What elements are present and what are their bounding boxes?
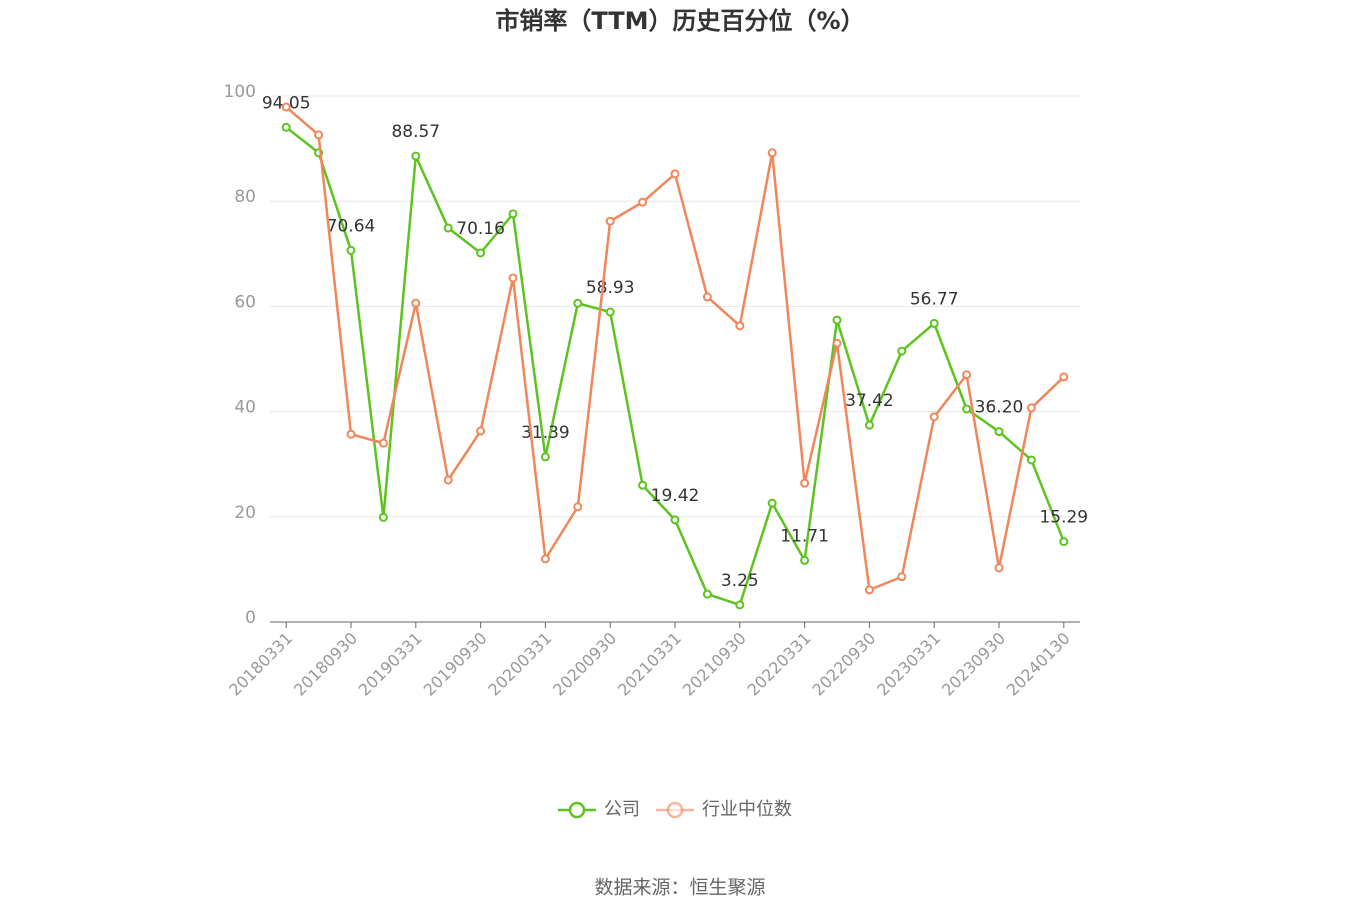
- data-label: 70.16: [456, 219, 505, 239]
- point: [994, 563, 1004, 573]
- data-label: 56.77: [910, 289, 959, 309]
- chart-title: 市销率（TTM）历史百分位（%）: [495, 7, 864, 35]
- y-tick-label: 80: [234, 187, 256, 207]
- x-tick-label: 20190930: [420, 629, 491, 700]
- point: [281, 122, 291, 132]
- point: [897, 346, 907, 356]
- data-label: 3.25: [721, 571, 759, 591]
- y-tick-label: 20: [234, 503, 256, 523]
- point: [281, 102, 291, 112]
- data-label: 36.20: [975, 398, 1024, 418]
- y-tick-label: 40: [234, 398, 256, 418]
- point: [573, 298, 583, 308]
- point: [540, 452, 550, 462]
- legend-label: 公司: [604, 799, 640, 820]
- point: [864, 585, 874, 595]
- x-tick-label: 20230930: [938, 629, 1009, 700]
- point: [929, 412, 939, 422]
- data-label: 19.42: [651, 486, 700, 506]
- point: [832, 338, 842, 348]
- x-tick-label: 20210930: [679, 629, 750, 700]
- point: [929, 318, 939, 328]
- x-tick-label: 20240130: [1003, 629, 1074, 700]
- point: [1059, 372, 1069, 382]
- legend-label: 行业中位数: [702, 799, 792, 820]
- point: [540, 554, 550, 564]
- point: [800, 555, 810, 565]
- point: [670, 515, 680, 525]
- point: [767, 498, 777, 508]
- y-tick-label: 100: [224, 82, 256, 102]
- point: [670, 169, 680, 179]
- data-label: 58.93: [586, 278, 635, 298]
- point: [638, 480, 648, 490]
- data-label: 31.39: [521, 423, 570, 443]
- point: [962, 370, 972, 380]
- point: [962, 404, 972, 414]
- point: [735, 600, 745, 610]
- x-tick-label: 20180930: [290, 629, 361, 700]
- x-tick-label: 20220331: [744, 629, 815, 700]
- point: [508, 273, 518, 283]
- x-tick-label: 20190331: [355, 629, 426, 700]
- point: [443, 223, 453, 233]
- y-tick-label: 60: [234, 292, 256, 312]
- point: [1026, 403, 1036, 413]
- point: [1059, 537, 1069, 547]
- point: [864, 420, 874, 430]
- point: [314, 130, 324, 140]
- point: [443, 475, 453, 485]
- x-tick-label: 20220930: [808, 629, 879, 700]
- point: [735, 321, 745, 331]
- legend-marker: [666, 801, 684, 819]
- point: [346, 245, 356, 255]
- point: [800, 478, 810, 488]
- point: [346, 429, 356, 439]
- series-line: [285, 126, 1065, 607]
- x-tick-label: 20210331: [614, 629, 685, 700]
- point: [476, 426, 486, 436]
- point: [411, 298, 421, 308]
- data-label: 37.42: [845, 391, 894, 411]
- point: [638, 197, 648, 207]
- point: [378, 512, 388, 522]
- point: [897, 572, 907, 582]
- y-tick-label: 0: [245, 608, 256, 628]
- data-label: 15.29: [1039, 508, 1088, 528]
- point: [605, 307, 615, 317]
- data-label: 88.57: [391, 122, 440, 142]
- point: [1026, 455, 1036, 465]
- point: [508, 209, 518, 219]
- point: [767, 148, 777, 158]
- data-label: 11.71: [780, 526, 829, 546]
- point: [411, 151, 421, 161]
- point: [702, 292, 712, 302]
- point: [994, 427, 1004, 437]
- x-tick-label: 20180331: [225, 629, 296, 700]
- data-label: 70.64: [327, 216, 376, 236]
- x-tick-label: 20230331: [873, 629, 944, 700]
- legend-marker: [568, 801, 586, 819]
- x-tick-label: 20200930: [549, 629, 620, 700]
- point: [378, 438, 388, 448]
- point: [476, 248, 486, 258]
- point: [702, 589, 712, 599]
- point: [832, 315, 842, 325]
- source: 数据来源：恒生聚源: [594, 877, 765, 899]
- x-tick-label: 20200331: [484, 629, 555, 700]
- point: [573, 502, 583, 512]
- point: [605, 216, 615, 226]
